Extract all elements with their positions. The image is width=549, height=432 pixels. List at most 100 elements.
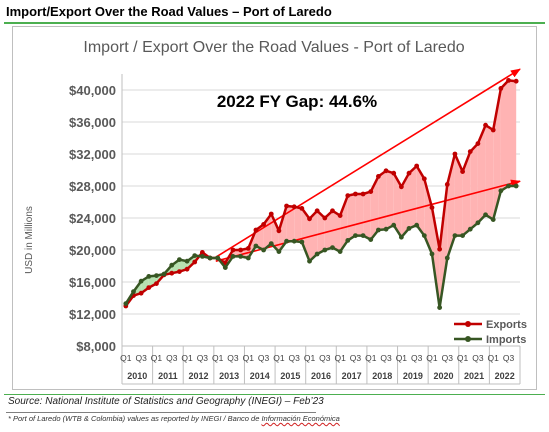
gap-area bbox=[378, 170, 387, 230]
imports-point bbox=[330, 245, 335, 251]
quarter-tick-label: Q1 bbox=[396, 353, 408, 363]
imports-point bbox=[406, 226, 412, 231]
gap-area bbox=[393, 173, 402, 238]
y-tick-label: $32,000 bbox=[69, 147, 116, 162]
imports-point bbox=[154, 273, 159, 278]
imports-point bbox=[245, 255, 251, 261]
imports-point bbox=[291, 238, 297, 244]
year-label: 2010 bbox=[127, 371, 147, 381]
quarter-tick-label: Q1 bbox=[334, 353, 346, 363]
exports-point bbox=[345, 193, 351, 199]
gap-annotation: 2022 FY Gap: 44.6% bbox=[217, 92, 377, 111]
exports-point bbox=[291, 204, 297, 210]
exports-point bbox=[276, 228, 282, 234]
exports-point bbox=[437, 246, 443, 252]
quarter-tick-label: Q1 bbox=[212, 353, 224, 363]
legend-imports-label: Imports bbox=[486, 334, 526, 346]
gap-area bbox=[409, 166, 417, 229]
exports-point bbox=[460, 169, 465, 175]
y-tick-label: $20,000 bbox=[69, 243, 116, 258]
quarter-tick-label: Q1 bbox=[273, 353, 285, 363]
footnote-divider bbox=[6, 412, 316, 413]
exports-point bbox=[192, 259, 198, 265]
imports-point bbox=[177, 257, 182, 262]
y-tick-label: $28,000 bbox=[69, 179, 116, 194]
imports-point bbox=[483, 212, 488, 218]
imports-point bbox=[222, 265, 228, 270]
footer-divider bbox=[4, 394, 545, 395]
gap-area bbox=[355, 194, 364, 236]
exports-trend bbox=[215, 68, 521, 258]
imports-point bbox=[498, 188, 504, 194]
imports-point bbox=[215, 255, 221, 261]
y-tick-label: $12,000 bbox=[69, 307, 116, 322]
imports-point bbox=[131, 289, 136, 294]
quarter-tick-label: Q1 bbox=[304, 353, 316, 363]
quarter-tick-label: Q3 bbox=[197, 353, 209, 363]
exports-point bbox=[307, 216, 312, 222]
exports-point bbox=[429, 205, 435, 211]
page-title: Import/Export Over the Road Values – Por… bbox=[6, 4, 332, 19]
imports-point bbox=[261, 247, 266, 253]
year-label: 2013 bbox=[219, 371, 239, 381]
quarter-tick-label: Q3 bbox=[227, 353, 239, 363]
gap-area bbox=[508, 80, 517, 186]
footnote: * Port of Laredo (WTB & Colombia) values… bbox=[8, 414, 340, 423]
imports-point bbox=[138, 278, 144, 284]
imports-point bbox=[368, 237, 374, 243]
quarter-tick-label: Q1 bbox=[243, 353, 255, 363]
quarter-tick-label: Q1 bbox=[457, 353, 469, 363]
y-tick-label: $36,000 bbox=[69, 115, 116, 130]
imports-point bbox=[398, 234, 404, 240]
imports-point bbox=[376, 227, 381, 233]
exports-point bbox=[154, 281, 159, 286]
legend: Exports Imports bbox=[454, 319, 527, 346]
exports-line bbox=[124, 79, 517, 307]
quarter-tick-label: Q1 bbox=[181, 353, 193, 363]
exports-point bbox=[314, 208, 320, 214]
gap-area bbox=[148, 275, 157, 288]
imports-point bbox=[238, 254, 244, 259]
imports-point bbox=[161, 271, 167, 277]
quarter-tick-label: Q3 bbox=[289, 353, 301, 363]
imports-point bbox=[421, 233, 427, 239]
gap-area bbox=[386, 170, 394, 230]
exports-point bbox=[184, 266, 190, 272]
quarter-tick-label: Q3 bbox=[350, 353, 362, 363]
imports-point bbox=[146, 274, 152, 279]
year-label: 2011 bbox=[158, 371, 178, 381]
source-note: Source: National Institute of Statistics… bbox=[8, 396, 324, 407]
imports-point bbox=[184, 258, 190, 264]
gap-area bbox=[485, 125, 494, 220]
exports-point bbox=[414, 163, 420, 169]
gap-area bbox=[477, 125, 486, 223]
imports-point bbox=[452, 233, 458, 239]
y-tick-label: $24,000 bbox=[69, 211, 116, 226]
year-label: 2019 bbox=[403, 371, 423, 381]
exports-point bbox=[360, 191, 366, 197]
quarter-tick-label: Q3 bbox=[411, 353, 423, 363]
year-label: 2015 bbox=[280, 371, 300, 381]
imports-point bbox=[383, 226, 389, 232]
exports-point bbox=[398, 184, 404, 190]
exports-point bbox=[245, 246, 251, 251]
gap-area bbox=[454, 154, 463, 236]
gap-area bbox=[401, 173, 409, 238]
imports-point bbox=[337, 249, 343, 255]
gap-area bbox=[301, 208, 310, 262]
gap-area bbox=[416, 166, 425, 236]
legend-imports-marker bbox=[465, 336, 471, 342]
year-label: 2018 bbox=[372, 371, 392, 381]
exports-point bbox=[177, 269, 182, 274]
y-tick-label: $8,000 bbox=[76, 339, 116, 354]
gap-area bbox=[271, 214, 279, 252]
quarter-tick-label: Q3 bbox=[472, 353, 484, 363]
year-label: 2017 bbox=[342, 371, 362, 381]
exports-point bbox=[376, 174, 381, 179]
imports-point bbox=[345, 238, 351, 243]
gap-area bbox=[332, 210, 341, 252]
footnote-text: * Port of Laredo (WTB & Colombia) values… bbox=[8, 414, 262, 423]
legend-exports-label: Exports bbox=[486, 319, 527, 331]
gap-area bbox=[363, 191, 371, 240]
exports-point bbox=[353, 191, 358, 197]
